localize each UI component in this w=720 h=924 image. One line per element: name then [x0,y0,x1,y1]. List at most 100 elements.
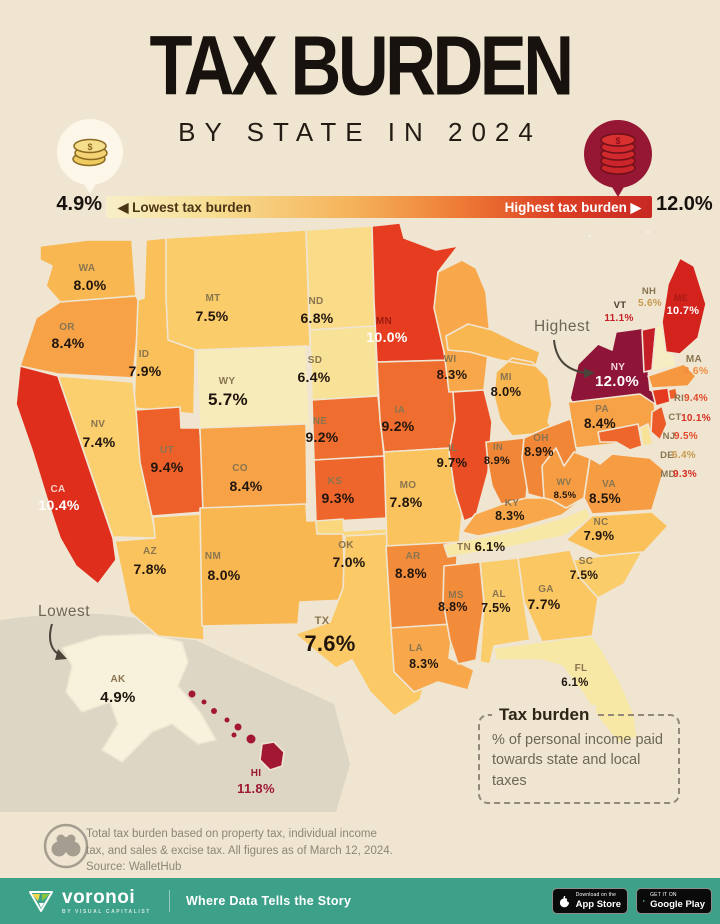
state-co [199,423,308,513]
state-value-al: 7.5% [481,601,511,615]
state-hi-island [246,734,256,744]
gplay-top-text: GET IT ON [650,892,677,898]
state-value-ak: 4.9% [100,689,135,706]
state-abbr-al: AL [492,589,506,600]
state-abbr-az: AZ [143,546,157,557]
source-footnote: Total tax burden based on property tax, … [86,826,393,876]
state-value-vt: 11.1% [604,313,633,324]
state-value-nj: 9.5% [674,431,698,442]
state-hi-island [231,732,237,738]
state-or [19,295,141,379]
state-value-wv: 8.5% [554,490,577,501]
state-value-nv: 7.4% [82,434,115,450]
state-abbr-oh: OH [533,433,549,444]
state-value-ar: 8.8% [395,566,427,581]
state-abbr-de: DE [660,450,674,461]
state-fl [493,635,638,744]
state-abbr-ar: AR [405,551,421,562]
state-value-ok: 7.0% [332,554,365,570]
state-value-mn: 10.0% [366,329,407,345]
infobox-body: % of personal income paid towards state … [492,732,663,789]
legend-max-value: 12.0% [656,193,713,215]
state-value-in: 8.9% [484,455,510,467]
state-abbr-or: OR [59,322,75,333]
app-store-badge[interactable]: Download on the App Store [552,888,628,914]
state-wy [195,345,311,435]
brand-name: voronoi [62,886,136,908]
state-abbr-ok: OK [338,540,354,551]
state-value-la: 8.3% [409,657,439,671]
state-ms [442,561,485,665]
state-value-ma: 8.6% [683,365,708,377]
footer-tagline: Where Data Tells the Story [185,894,352,908]
small-coin-stack-icon: $ [57,119,123,194]
state-wv [541,447,591,509]
state-abbr-ne: NE [313,416,328,427]
state-abbr-va: VA [602,479,616,490]
state-value-ut: 9.4% [150,459,183,475]
state-hi-island [201,699,207,705]
state-abbr-nm: NM [205,551,221,562]
state-hi [259,741,285,771]
google-play-icon [643,899,645,903]
state-abbr-id: ID [139,349,150,360]
legend-min-value: 4.9% [56,193,102,215]
state-value-fl: 6.1% [561,677,588,689]
state-abbr-wa: WA [79,263,96,274]
state-tn [443,507,593,558]
google-play-badge[interactable]: GET IT ON Google Play [636,888,712,914]
gplay-bottom-text: Google Play [650,898,705,910]
state-ga [517,549,599,643]
state-value-tx: 7.6% [304,631,355,656]
state-value-ms: 8.8% [438,600,468,614]
state-abbr-ct: CT [668,412,681,423]
state-hi-island [211,708,217,714]
state-md [597,423,643,451]
state-abbr-in: IN [493,442,503,453]
state-mt [165,229,311,351]
state-value-me: 10.7% [667,305,700,317]
state-abbr-hi: HI [251,768,262,779]
state-abbr-fl: FL [575,663,588,674]
voronoi-brand: voronoi BY VISUAL CAPITALIST [28,888,151,915]
state-abbr-nd: ND [308,296,323,307]
state-nj [650,405,668,441]
state-value-ga: 7.7% [527,596,560,612]
state-al [479,557,531,665]
highest-annotation-label: Highest [534,318,590,335]
binoculars-icon [43,823,89,869]
state-value-wi: 8.3% [437,367,468,382]
appstore-top-text: Download on the [575,892,617,898]
svg-text:$: $ [87,142,92,152]
state-value-md: 9.3% [673,469,697,480]
state-value-ca: 10.4% [38,497,79,513]
state-abbr-vt: VT [614,300,627,311]
legend-low-label: ◀ Lowest tax burden [118,200,252,215]
state-abbr-mo: MO [400,480,417,491]
state-de [639,423,654,447]
state-abbr-wy: WY [219,376,236,387]
state-value-nd: 6.8% [300,310,333,326]
state-abbr-co: CO [232,463,248,474]
state-ct [651,387,671,407]
state-abbr-ks: KS [328,476,343,487]
state-ny [569,327,667,407]
state-value-wy: 5.7% [208,390,248,409]
state-value-mo: 7.8% [389,494,422,510]
lowest-annotation: Lowest [38,603,90,660]
state-value-oh: 8.9% [524,445,554,459]
state-value-va: 8.5% [589,491,621,506]
state-value-hi: 11.8% [237,781,275,796]
state-hi-island [188,690,196,698]
state-abbr-sc: SC [579,556,594,567]
state-ma [647,363,697,389]
lowest-annotation-label: Lowest [38,603,90,620]
state-value-nc: 7.9% [584,528,615,543]
state-value-wa: 8.0% [73,277,106,293]
legend-gradient-bar: ◀ Lowest tax burden Highest tax burden ▶ [106,196,652,218]
state-abbr-mn: MN [376,316,392,327]
state-abbr-pa: PA [595,404,609,415]
state-abbr-sd: SD [308,355,323,366]
state-abbr-me: ME [674,293,688,303]
